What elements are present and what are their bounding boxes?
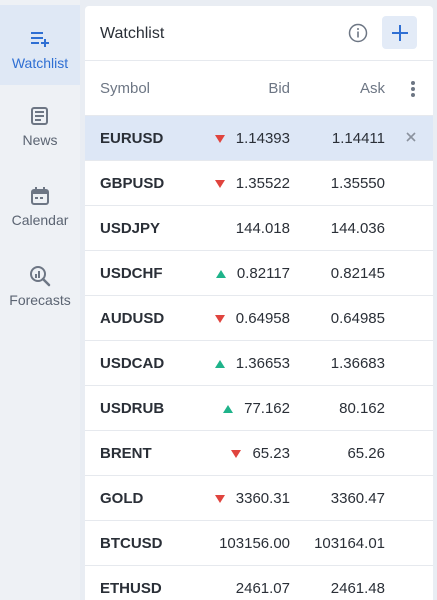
table-row[interactable]: USDJPY 144.018 144.036 bbox=[85, 206, 433, 251]
row-bid: 65.23 bbox=[252, 445, 290, 462]
row-ask: 0.64985 bbox=[330, 310, 385, 327]
table-row[interactable]: AUDUSD 0.64958 0.64985 bbox=[85, 296, 433, 341]
row-symbol: USDRUB bbox=[100, 400, 165, 417]
more-vertical-icon[interactable] bbox=[407, 78, 419, 100]
close-icon[interactable] bbox=[403, 128, 419, 146]
row-bid: 3360.31 bbox=[235, 490, 290, 507]
row-bid-cell: 3360.31 bbox=[214, 490, 290, 507]
table-row[interactable]: BRENT 65.23 65.26 bbox=[85, 431, 433, 476]
nav-item-forecasts[interactable]: Forecasts bbox=[0, 262, 80, 322]
row-bid-cell: 0.64958 bbox=[214, 310, 290, 327]
row-bid: 144.018 bbox=[235, 220, 290, 237]
watchlist-icon bbox=[28, 27, 52, 51]
arrow-up-icon bbox=[223, 404, 234, 413]
side-nav: Watchlist News Calendar bbox=[0, 0, 80, 600]
nav-label-forecasts: Forecasts bbox=[9, 292, 71, 308]
row-symbol: BTCUSD bbox=[100, 535, 163, 552]
arrow-down-icon bbox=[214, 134, 225, 143]
table-row[interactable]: GOLD 3360.31 3360.47 bbox=[85, 476, 433, 521]
row-bid: 0.82117 bbox=[236, 265, 290, 282]
nav-label-news: News bbox=[22, 132, 58, 148]
row-ask: 2461.48 bbox=[330, 580, 385, 597]
add-symbol-button[interactable] bbox=[382, 16, 417, 49]
arrow-down-icon bbox=[214, 179, 225, 188]
row-bid-cell: 2461.07 bbox=[236, 580, 290, 597]
plus-icon bbox=[391, 24, 408, 41]
watchlist-panel: Watchlist Symbol Bid Ask EURUSD 1.14393 1.… bbox=[85, 6, 433, 600]
nav-item-news[interactable]: News bbox=[0, 100, 80, 160]
row-symbol: USDCHF bbox=[100, 265, 163, 282]
row-bid: 0.64958 bbox=[235, 310, 290, 327]
row-ask: 65.26 bbox=[347, 445, 385, 462]
column-header: Symbol Bid Ask bbox=[85, 61, 433, 116]
row-ask: 103164.01 bbox=[314, 535, 385, 552]
news-icon bbox=[28, 104, 52, 128]
nav-label-calendar: Calendar bbox=[11, 212, 69, 228]
watchlist-rows: EURUSD 1.14393 1.14411 GBPUSD 1.35522 1.35550… bbox=[85, 116, 433, 600]
row-symbol: BRENT bbox=[100, 445, 152, 462]
row-bid: 77.162 bbox=[244, 400, 290, 417]
row-bid-cell: 103156.00 bbox=[219, 535, 290, 552]
watchlist-header: Watchlist bbox=[85, 6, 433, 61]
arrow-up-icon bbox=[214, 359, 225, 368]
watchlist-title: Watchlist bbox=[100, 25, 165, 42]
row-ask: 1.35550 bbox=[330, 175, 385, 192]
nav-label-watchlist: Watchlist bbox=[11, 55, 69, 71]
table-row[interactable]: USDCAD 1.36653 1.36683 bbox=[85, 341, 433, 386]
nav-item-watchlist[interactable]: Watchlist bbox=[0, 5, 80, 85]
row-ask: 3360.47 bbox=[330, 490, 385, 507]
arrow-down-icon bbox=[214, 494, 225, 503]
row-symbol: GBPUSD bbox=[100, 175, 165, 192]
nav-item-calendar[interactable]: Calendar bbox=[0, 180, 80, 240]
row-symbol: AUDUSD bbox=[100, 310, 165, 327]
row-ask: 1.14411 bbox=[331, 130, 385, 147]
row-bid: 1.36653 bbox=[235, 355, 290, 372]
row-symbol: USDJPY bbox=[100, 220, 161, 237]
row-ask: 80.162 bbox=[339, 400, 385, 417]
table-row[interactable]: BTCUSD 103156.00 103164.01 bbox=[85, 521, 433, 566]
row-bid-cell: 0.82117 bbox=[215, 265, 290, 282]
row-bid-cell: 65.23 bbox=[230, 445, 290, 462]
column-symbol[interactable]: Symbol bbox=[100, 80, 151, 97]
table-row[interactable]: USDCHF 0.82117 0.82145 bbox=[85, 251, 433, 296]
row-ask: 1.36683 bbox=[330, 355, 385, 372]
arrow-down-icon bbox=[231, 449, 242, 458]
row-bid: 1.14393 bbox=[235, 130, 290, 147]
row-ask: 0.82145 bbox=[330, 265, 385, 282]
info-icon[interactable] bbox=[348, 23, 368, 43]
row-bid: 1.35522 bbox=[235, 175, 290, 192]
table-row[interactable]: ETHUSD 2461.07 2461.48 bbox=[85, 566, 433, 600]
calendar-icon bbox=[28, 184, 52, 208]
table-row[interactable]: USDRUB 77.162 80.162 bbox=[85, 386, 433, 431]
row-ask: 144.036 bbox=[330, 220, 385, 237]
forecasts-icon bbox=[28, 264, 52, 288]
row-bid-cell: 1.14393 bbox=[214, 130, 290, 147]
row-bid-cell: 1.36653 bbox=[214, 355, 290, 372]
column-ask[interactable]: Ask bbox=[359, 80, 385, 97]
row-bid-cell: 1.35522 bbox=[214, 175, 290, 192]
table-row[interactable]: EURUSD 1.14393 1.14411 bbox=[85, 116, 433, 161]
row-bid: 2461.07 bbox=[235, 580, 290, 597]
row-symbol: USDCAD bbox=[100, 355, 165, 372]
row-bid-cell: 77.162 bbox=[222, 400, 290, 417]
row-symbol: EURUSD bbox=[100, 130, 164, 147]
row-bid-cell: 144.018 bbox=[236, 220, 290, 237]
row-symbol: ETHUSD bbox=[100, 580, 162, 597]
row-bid: 103156.00 bbox=[219, 535, 290, 552]
table-row[interactable]: GBPUSD 1.35522 1.35550 bbox=[85, 161, 433, 206]
row-symbol: GOLD bbox=[100, 490, 144, 507]
arrow-down-icon bbox=[214, 314, 225, 323]
column-bid[interactable]: Bid bbox=[268, 80, 290, 97]
arrow-up-icon bbox=[215, 269, 226, 278]
